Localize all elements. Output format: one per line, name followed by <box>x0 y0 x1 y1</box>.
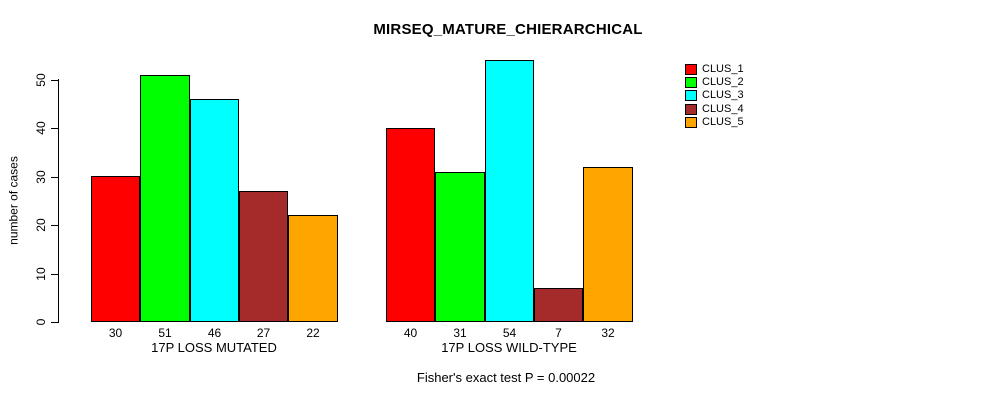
y-tick-mark <box>51 80 58 81</box>
bar-clus_2-group2 <box>435 172 485 322</box>
bar-value-label: 27 <box>256 326 271 340</box>
legend-swatch-icon <box>685 77 697 88</box>
legend-row: CLUS_4 <box>685 103 795 116</box>
legend-label: CLUS_4 <box>702 103 744 115</box>
legend-row: CLUS_3 <box>685 89 795 102</box>
y-tick-label: 10 <box>34 267 48 281</box>
legend-row: CLUS_5 <box>685 116 795 129</box>
y-tick-mark <box>51 128 58 129</box>
legend-swatch-icon <box>685 90 697 101</box>
y-tick-label: 30 <box>34 170 48 184</box>
bar-value-label: 40 <box>403 326 418 340</box>
legend-row: CLUS_1 <box>685 63 795 76</box>
bar-value-label: 30 <box>108 326 123 340</box>
y-tick-label: 40 <box>34 121 48 135</box>
legend-swatch-icon <box>685 104 697 115</box>
legend-swatch-icon <box>685 64 697 75</box>
bar-value-label: 54 <box>502 326 517 340</box>
y-tick-label: 0 <box>34 318 48 326</box>
y-tick-mark <box>51 274 58 275</box>
legend-label: CLUS_3 <box>702 89 744 101</box>
bar-value-label: 51 <box>158 326 172 340</box>
bar-clus_2-group1 <box>140 75 190 322</box>
bar-clus_5-group2 <box>583 167 633 322</box>
y-tick-mark <box>51 322 58 323</box>
y-tick-mark <box>51 225 58 226</box>
legend-label: CLUS_1 <box>702 63 744 75</box>
bar-value-label: 31 <box>453 326 467 340</box>
y-axis-label: number of cases <box>6 156 21 245</box>
legend-row: CLUS_2 <box>685 76 795 89</box>
bar-clus_1-group1 <box>91 176 140 322</box>
bar-clus_3-group1 <box>190 99 239 322</box>
bar-clus_1-group2 <box>386 128 435 322</box>
bar-clus_5-group1 <box>288 215 338 322</box>
bar-value-label: 32 <box>601 326 615 340</box>
bar-clus_4-group2 <box>534 288 583 322</box>
bar-value-label: 7 <box>555 326 562 340</box>
bar-value-label: 46 <box>207 326 222 340</box>
bar-value-label: 22 <box>306 326 320 340</box>
group-label: 17P LOSS MUTATED <box>151 340 277 355</box>
fisher-test-annotation: Fisher's exact test P = 0.00022 <box>416 370 596 385</box>
y-tick-label: 50 <box>34 73 48 87</box>
group-label: 17P LOSS WILD-TYPE <box>441 340 577 355</box>
bar-clus_4-group1 <box>239 191 288 322</box>
legend-label: CLUS_2 <box>702 76 744 88</box>
bar-clus_3-group2 <box>485 60 534 322</box>
y-tick-mark <box>51 177 58 178</box>
y-axis-line <box>58 79 59 323</box>
chart-title: MIRSEQ_MATURE_CHIERARCHICAL <box>373 21 643 38</box>
legend-label: CLUS_5 <box>702 116 744 128</box>
legend-swatch-icon <box>685 117 697 128</box>
y-tick-label: 20 <box>34 218 48 232</box>
